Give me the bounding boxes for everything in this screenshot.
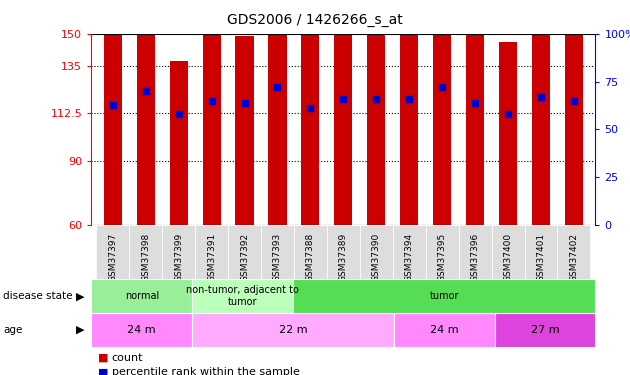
Point <box>306 105 316 111</box>
Text: tumor: tumor <box>430 291 459 301</box>
Text: GSM37394: GSM37394 <box>404 233 414 282</box>
Text: ■: ■ <box>98 353 108 363</box>
Bar <box>169 62 188 225</box>
Bar <box>261 225 294 279</box>
Bar <box>335 0 352 225</box>
Bar <box>491 225 525 279</box>
Point <box>239 100 249 106</box>
Bar <box>400 0 418 225</box>
Bar <box>525 225 558 279</box>
Text: GSM37396: GSM37396 <box>471 233 479 282</box>
Point <box>470 100 480 106</box>
Bar <box>466 8 484 225</box>
Bar <box>91 313 192 347</box>
Bar <box>91 279 192 313</box>
Text: 22 m: 22 m <box>278 325 307 335</box>
Bar <box>433 0 451 225</box>
Bar <box>195 225 228 279</box>
Bar <box>367 0 386 225</box>
Bar <box>294 225 327 279</box>
Bar <box>104 8 122 225</box>
Bar <box>293 279 595 313</box>
Bar <box>394 313 495 347</box>
Bar <box>162 225 195 279</box>
Text: 27 m: 27 m <box>530 325 559 335</box>
Bar <box>301 30 319 225</box>
Bar <box>532 0 550 225</box>
Bar <box>495 313 595 347</box>
Text: normal: normal <box>125 291 159 301</box>
Point <box>404 96 415 102</box>
Text: age: age <box>3 325 23 335</box>
Text: GSM37390: GSM37390 <box>372 233 381 282</box>
Point <box>338 96 348 102</box>
Bar <box>202 19 220 225</box>
Bar <box>268 0 287 225</box>
Text: GSM37388: GSM37388 <box>306 233 315 282</box>
Bar <box>96 225 129 279</box>
Text: 24 m: 24 m <box>127 325 156 335</box>
Bar <box>499 42 517 225</box>
Text: 24 m: 24 m <box>430 325 459 335</box>
Bar <box>228 225 261 279</box>
Bar <box>236 36 254 225</box>
Bar <box>392 225 426 279</box>
Point <box>140 88 151 94</box>
Point <box>108 102 118 108</box>
Point <box>371 96 381 102</box>
Text: non-tumor, adjacent to
tumor: non-tumor, adjacent to tumor <box>186 285 299 307</box>
Bar <box>129 225 162 279</box>
Bar <box>327 225 360 279</box>
Bar <box>360 225 392 279</box>
Text: GSM37399: GSM37399 <box>174 233 183 282</box>
Text: GSM37400: GSM37400 <box>503 233 513 282</box>
Point <box>503 111 513 117</box>
Text: GSM37402: GSM37402 <box>570 233 578 282</box>
Text: GSM37401: GSM37401 <box>537 233 546 282</box>
Point <box>207 98 217 104</box>
Text: GSM37392: GSM37392 <box>240 233 249 282</box>
Text: GDS2006 / 1426266_s_at: GDS2006 / 1426266_s_at <box>227 13 403 27</box>
Text: GSM37398: GSM37398 <box>141 233 150 282</box>
Text: ▶: ▶ <box>76 325 84 335</box>
Point <box>536 94 546 100</box>
Text: percentile rank within the sample: percentile rank within the sample <box>112 368 299 375</box>
Text: GSM37393: GSM37393 <box>273 233 282 282</box>
Text: count: count <box>112 353 143 363</box>
Text: GSM37397: GSM37397 <box>108 233 117 282</box>
Text: GSM37395: GSM37395 <box>438 233 447 282</box>
Text: ■: ■ <box>98 368 108 375</box>
Bar <box>192 313 394 347</box>
Point <box>272 84 282 90</box>
Bar <box>565 0 583 225</box>
Bar <box>426 225 459 279</box>
Bar <box>192 279 293 313</box>
Text: GSM37391: GSM37391 <box>207 233 216 282</box>
Bar <box>459 225 491 279</box>
Point <box>174 111 184 117</box>
Text: GSM37389: GSM37389 <box>339 233 348 282</box>
Bar <box>558 225 590 279</box>
Bar <box>137 0 155 225</box>
Text: disease state: disease state <box>3 291 72 301</box>
Point <box>437 84 447 90</box>
Point <box>569 98 579 104</box>
Text: ▶: ▶ <box>76 291 84 301</box>
